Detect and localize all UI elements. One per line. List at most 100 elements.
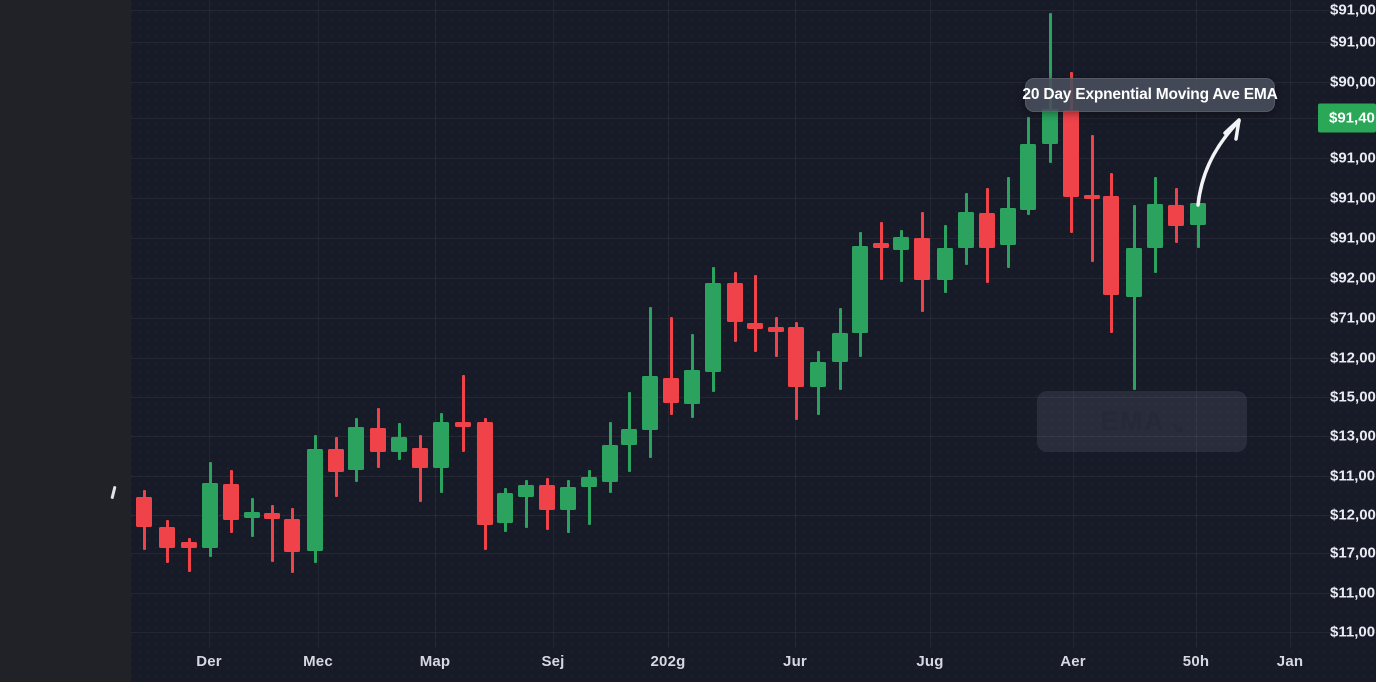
candle-body [602, 445, 618, 482]
candle-wick [774, 317, 778, 357]
candle-body [727, 283, 743, 322]
candle-body [181, 542, 197, 548]
candle-body [747, 323, 763, 329]
candle-wick [270, 505, 274, 562]
candle-wick [524, 480, 528, 528]
price-axis-label: $90,00 [1330, 73, 1376, 91]
candle-wick [418, 435, 422, 502]
gridline-vertical [1073, 0, 1074, 648]
candle-body [914, 238, 930, 280]
candle-body [1190, 203, 1206, 225]
candle-body [852, 246, 868, 333]
gridline-horizontal [131, 632, 1376, 633]
candle-wick [669, 317, 673, 415]
price-axis-label: $12,00 [1330, 349, 1376, 367]
candle-body [810, 362, 826, 387]
time-axis-label: Map [419, 653, 451, 670]
candle-wick [879, 222, 883, 280]
candle-body [348, 427, 364, 470]
candle-body [1000, 208, 1016, 245]
candle-body [937, 248, 953, 280]
candle-body [1147, 204, 1163, 248]
gridline-horizontal [131, 553, 1376, 554]
price-axis-label: $11,00 [1330, 623, 1376, 641]
gridline-vertical [1290, 0, 1291, 648]
price-axis-label: $92,00 [1330, 269, 1376, 287]
ema-down-arrow-icon: ↘ [1170, 419, 1184, 437]
gridline-horizontal [131, 10, 1376, 11]
price-axis-label: $11,00 [1330, 467, 1376, 485]
candle-wick [461, 375, 465, 452]
price-axis-label: $12,00 [1330, 506, 1376, 524]
gridline-horizontal [131, 42, 1376, 43]
gridline-vertical [668, 0, 669, 648]
price-axis-label: $71,00 [1330, 309, 1376, 327]
candle-body [832, 333, 848, 362]
candle-body [370, 428, 386, 452]
price-axis-label: $91,00 [1330, 1, 1376, 19]
candle-wick [1132, 205, 1136, 390]
time-axis-label: Mec [303, 653, 333, 670]
active-price-tag: $91,40 [1318, 103, 1376, 133]
candle-body [873, 243, 889, 248]
gridline-horizontal [131, 397, 1376, 398]
gridline-horizontal [131, 476, 1376, 477]
candle-body [1084, 195, 1100, 199]
gridline-horizontal [131, 158, 1376, 159]
candle-wick [753, 275, 757, 352]
gridline-horizontal [131, 358, 1376, 359]
price-axis-label: $91,00 [1330, 229, 1376, 247]
candle-body [958, 212, 974, 248]
candle-body [307, 449, 323, 551]
gridline-vertical [1196, 0, 1197, 648]
candle-body [1020, 144, 1036, 210]
ema-indicator-button[interactable]: EMA ↘ [1037, 391, 1247, 452]
candle-wick [899, 230, 903, 282]
ema-button-label: EMA [1100, 406, 1166, 436]
time-axis-label: Jug [916, 653, 944, 670]
gridline-horizontal [131, 198, 1376, 199]
candle-body [159, 527, 175, 548]
left-panel [0, 0, 131, 682]
candle-body [244, 512, 260, 518]
candle-wick [587, 470, 591, 525]
gridline-horizontal [131, 238, 1376, 239]
candle-body [202, 483, 218, 548]
gridline-vertical [930, 0, 931, 648]
gridline-horizontal [131, 118, 1376, 119]
candle-body [223, 484, 239, 520]
time-axis-label: 202g [650, 653, 686, 670]
price-axis-label: $11,00 [1330, 584, 1376, 602]
gridline-vertical [209, 0, 210, 648]
price-axis-label: $17,00 [1330, 544, 1376, 562]
candle-body [1063, 110, 1079, 197]
candle-body [581, 477, 597, 487]
gridline-horizontal [131, 436, 1376, 437]
candle-body [477, 422, 493, 525]
candle-body [893, 237, 909, 250]
candle-body [328, 449, 344, 472]
gridline-horizontal [131, 82, 1376, 83]
candle-body [663, 378, 679, 403]
candle-body [1168, 205, 1184, 226]
candle-body [539, 485, 555, 510]
candle-body [1126, 248, 1142, 297]
time-axis-label: Aer [1060, 653, 1086, 670]
price-axis-label: $15,00 [1330, 388, 1376, 406]
candle-body [412, 448, 428, 468]
candle-body [136, 497, 152, 527]
time-axis-label: 50h [1182, 653, 1210, 670]
ema-tooltip-label: 20 Day Expnential Moving Ave EMA [1022, 86, 1278, 103]
candle-body [455, 422, 471, 427]
candle-body [1103, 196, 1119, 295]
candle-body [284, 519, 300, 552]
time-axis-label: Jan [1276, 653, 1304, 670]
candle-body [621, 429, 637, 445]
candle-body [391, 437, 407, 452]
candle-body [684, 370, 700, 404]
gridline-vertical [318, 0, 319, 648]
candle-body [788, 327, 804, 387]
